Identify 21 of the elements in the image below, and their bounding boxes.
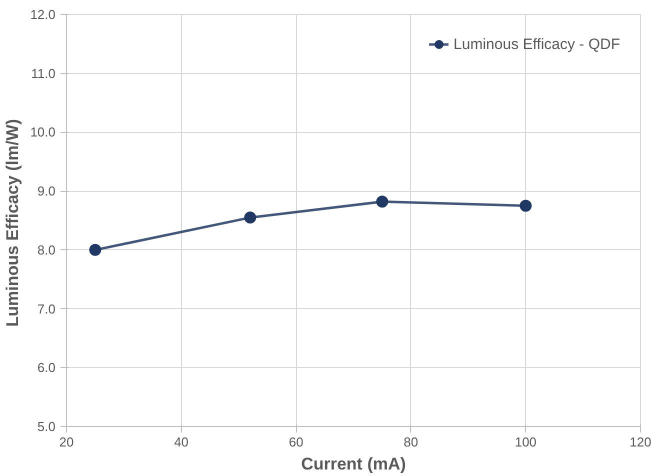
x-tick-label: 20	[59, 434, 74, 450]
y-tick-label: 5.0	[37, 419, 56, 434]
x-tick-label: 80	[404, 434, 418, 450]
point	[244, 212, 256, 224]
x-axis-title: Current (mA)	[301, 454, 406, 474]
y-tick-label: 10.0	[30, 124, 56, 140]
y-tick-label: 7.0	[37, 301, 56, 316]
point	[376, 196, 388, 208]
legend-label: Luminous Efficacy - QDF	[454, 36, 620, 52]
x-tick-label: 40	[174, 434, 189, 450]
point	[89, 244, 102, 256]
y-tick-label: 8.0	[37, 242, 56, 258]
point	[520, 200, 532, 212]
y-tick-label: 9.0	[37, 184, 56, 199]
x-tick-label: 60	[288, 434, 304, 450]
x-tick-label: 100	[514, 434, 537, 450]
y-tick-label: 12.0	[30, 7, 56, 22]
y-tick-label: 11.0	[31, 66, 56, 81]
x-tick-label: 120	[630, 434, 652, 450]
y-axis-title: Luminous Efficacy (lm/W)	[3, 118, 22, 327]
y-tick-label: 6.0	[37, 360, 56, 376]
